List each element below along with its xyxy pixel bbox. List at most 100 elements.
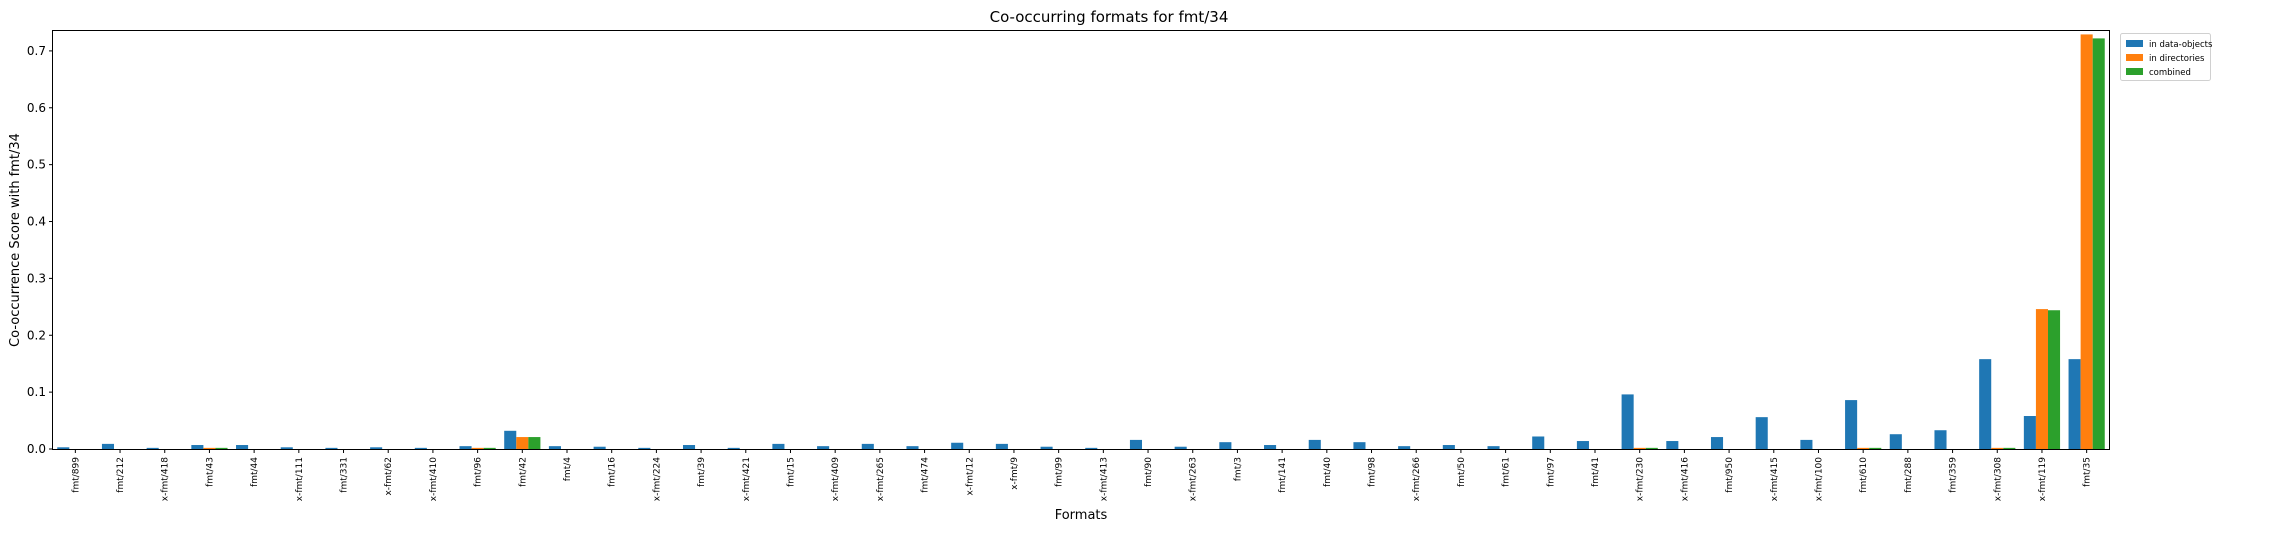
bar-in-data-objects-fmt-610 <box>1845 400 1858 449</box>
x-tick-label: fmt/44 <box>250 457 260 487</box>
x-tick-label: x-fmt/409 <box>831 457 841 502</box>
bar-in-data-objects-fmt-41 <box>1576 441 1589 449</box>
x-tick-label: fmt/99 <box>1055 457 1065 487</box>
legend-label: combined <box>2149 68 2191 78</box>
bar-combined-x-fmt-119 <box>2047 310 2061 449</box>
x-tick-label: fmt/212 <box>116 457 126 493</box>
x-tick-label: fmt/899 <box>71 457 81 493</box>
bar-in-data-objects-fmt-3 <box>1219 442 1232 449</box>
bar-in-directories-fmt-42 <box>516 437 529 449</box>
bar-in-data-objects-fmt-98 <box>1353 442 1366 449</box>
legend-swatch <box>2126 54 2143 61</box>
bar-in-data-objects-fmt-97 <box>1532 436 1545 449</box>
bar-in-data-objects-fmt-212 <box>101 443 115 449</box>
x-tick-label: x-fmt/230 <box>1636 457 1646 502</box>
x-tick-label: x-fmt/308 <box>1993 457 2003 502</box>
bar-in-data-objects-fmt-331 <box>325 447 338 449</box>
x-tick-label: fmt/15 <box>786 457 796 487</box>
x-tick-label: fmt/98 <box>1368 457 1378 487</box>
bar-in-data-objects-fmt-4 <box>548 446 561 449</box>
x-tick-label: x-fmt/12 <box>965 457 975 496</box>
bar-combined-x-fmt-308 <box>2003 447 2016 449</box>
bar-in-data-objects-fmt-141 <box>1264 445 1277 449</box>
x-tick-label: fmt/4 <box>563 457 573 481</box>
x-tick-label: fmt/331 <box>340 457 350 493</box>
bar-combined-fmt-96 <box>483 447 496 449</box>
bar-in-data-objects-x-fmt-416 <box>1666 441 1679 449</box>
x-tick-label: fmt/96 <box>474 457 484 487</box>
bar-in-data-objects-x-fmt-410 <box>414 447 427 449</box>
bar-combined-fmt-35 <box>2092 38 2105 450</box>
x-tick-label: x-fmt/62 <box>384 457 394 496</box>
x-tick-label: x-fmt/9 <box>1010 457 1020 490</box>
legend-swatch <box>2126 68 2143 75</box>
bar-in-data-objects-fmt-39 <box>682 445 696 449</box>
bar-in-data-objects-x-fmt-119 <box>2023 416 2036 449</box>
bar-in-data-objects-x-fmt-266 <box>1398 446 1411 449</box>
x-tick-label: fmt/97 <box>1546 457 1556 487</box>
x-tick-label: x-fmt/265 <box>876 457 886 501</box>
x-tick-label: fmt/474 <box>921 457 931 493</box>
x-tick-label: x-fmt/100 <box>1814 457 1824 502</box>
x-tick-label: x-fmt/410 <box>429 457 439 502</box>
x-tick-label: x-fmt/224 <box>652 457 662 502</box>
bar-in-data-objects-fmt-288 <box>1889 434 1902 449</box>
bar-in-data-objects-fmt-899 <box>57 447 70 449</box>
bar-in-data-objects-x-fmt-62 <box>370 447 383 449</box>
legend-swatch <box>2126 40 2143 47</box>
bar-in-data-objects-x-fmt-265 <box>861 443 874 449</box>
bar-in-data-objects-fmt-96 <box>459 446 472 449</box>
bar-combined-fmt-42 <box>528 437 541 449</box>
bar-in-data-objects-fmt-16 <box>593 446 606 449</box>
bar-in-data-objects-fmt-35 <box>2068 359 2081 449</box>
bar-combined-fmt-43 <box>215 447 228 449</box>
bar-in-data-objects-fmt-40 <box>1308 439 1321 449</box>
bar-in-data-objects-x-fmt-100 <box>1800 439 1813 449</box>
bar-in-directories-fmt-35 <box>2080 34 2093 450</box>
x-tick-label: fmt/42 <box>518 457 528 487</box>
bar-in-data-objects-x-fmt-418 <box>146 447 159 449</box>
x-tick-label: fmt/40 <box>1323 457 1333 487</box>
plot-frame <box>52 30 2110 450</box>
x-tick-label: x-fmt/416 <box>1680 457 1690 502</box>
x-tick-label: fmt/3 <box>1233 457 1243 481</box>
legend: in data-objects in directories combined <box>2120 33 2213 81</box>
bar-combined-x-fmt-230 <box>1645 447 1658 449</box>
y-tick-label: 0.1 <box>27 385 46 399</box>
y-tick-label: 0.0 <box>27 442 46 456</box>
bar-in-data-objects-x-fmt-224 <box>638 447 651 449</box>
x-tick-label: fmt/950 <box>1725 457 1735 493</box>
x-tick-label: fmt/35 <box>2083 457 2093 487</box>
bar-in-directories-fmt-96 <box>471 447 484 449</box>
x-tick-label: x-fmt/111 <box>295 457 305 501</box>
y-tick-label: 0.3 <box>27 271 46 285</box>
y-tick-label: 0.4 <box>27 215 46 229</box>
bar-in-data-objects-fmt-90 <box>1129 439 1143 449</box>
x-tick-label: x-fmt/421 <box>742 457 752 501</box>
x-tick-label: fmt/41 <box>1591 457 1601 487</box>
x-tick-label: fmt/610 <box>1859 457 1869 493</box>
x-tick-label: fmt/288 <box>1904 457 1914 493</box>
legend-label: in data-objects <box>2149 40 2213 50</box>
y-tick-label: 0.2 <box>27 328 46 342</box>
bar-in-data-objects-fmt-99 <box>1040 446 1053 449</box>
bar-in-data-objects-x-fmt-12 <box>951 442 964 449</box>
bar-in-directories-x-fmt-230 <box>1633 447 1646 449</box>
x-tick-label: x-fmt/415 <box>1770 457 1780 501</box>
bar-combined-fmt-610 <box>1869 447 1882 449</box>
bar-in-data-objects-x-fmt-421 <box>727 447 740 449</box>
bar-in-directories-fmt-610 <box>1857 447 1870 449</box>
x-tick-label: fmt/50 <box>1457 457 1467 487</box>
bar-in-data-objects-x-fmt-9 <box>995 443 1008 449</box>
bar-in-data-objects-fmt-950 <box>1710 437 1724 449</box>
x-tick-label: fmt/39 <box>697 457 707 487</box>
y-tick-label: 0.5 <box>27 158 46 172</box>
y-axis-label: Co-occurrence Score with fmt/34 <box>8 133 23 347</box>
bar-in-data-objects-fmt-50 <box>1442 445 1455 449</box>
x-tick-label: fmt/141 <box>1278 457 1288 493</box>
bar-in-data-objects-x-fmt-409 <box>817 446 830 449</box>
bar-in-data-objects-fmt-42 <box>504 430 517 449</box>
x-tick-label: x-fmt/266 <box>1412 457 1422 502</box>
bar-in-data-objects-fmt-474 <box>906 446 919 449</box>
